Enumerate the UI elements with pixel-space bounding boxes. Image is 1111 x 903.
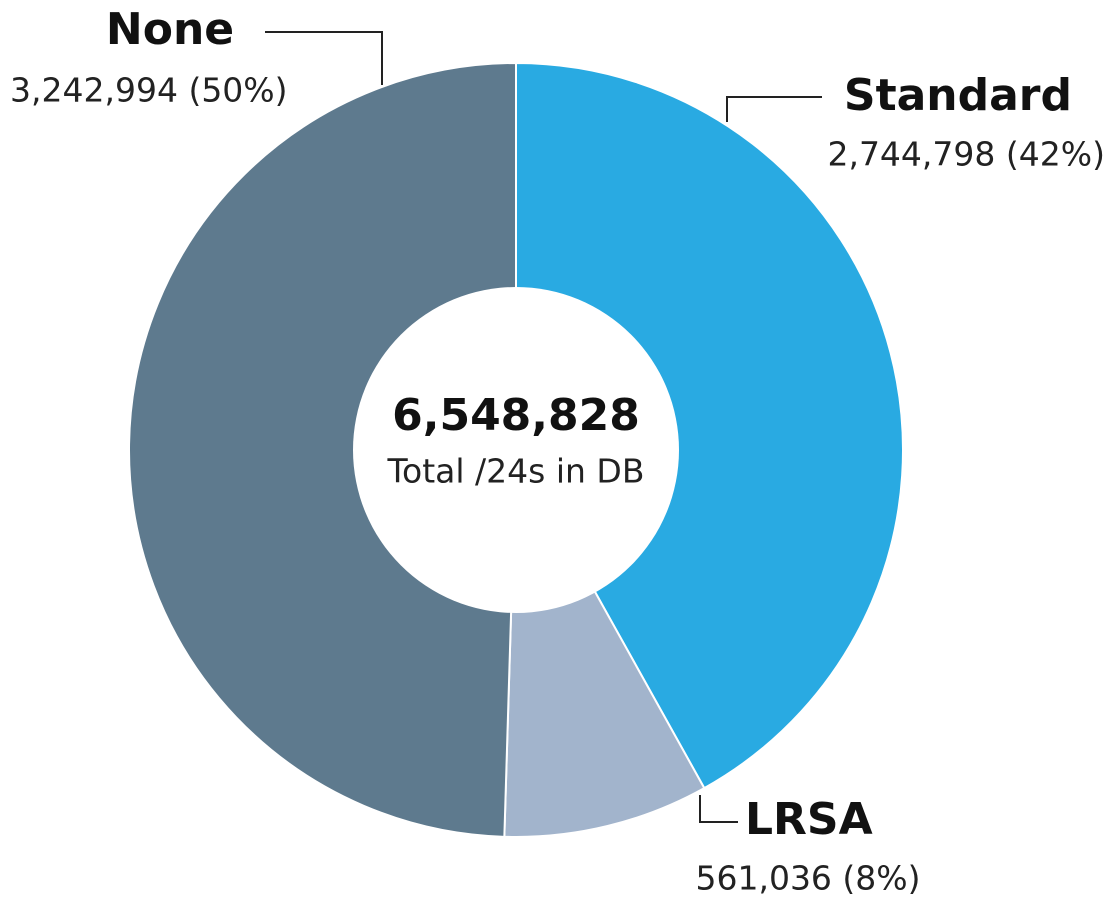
value-label: 2,744,798 (42%) [827, 135, 1105, 174]
slices [128, 61, 904, 838]
slice-name: Standard [844, 70, 1072, 121]
slice-name: None [106, 4, 234, 55]
slice [128, 61, 517, 838]
leader-line [699, 795, 738, 823]
leader-line [265, 31, 383, 85]
leader-line [726, 96, 822, 122]
donut-hole [353, 287, 679, 613]
slice [515, 61, 904, 790]
center-caption: Total /24s in DB [387, 452, 645, 491]
value-label: 3,242,994 (50%) [10, 71, 288, 110]
value-label: 561,036 (8%) [695, 859, 920, 898]
slice-name: LRSA [745, 794, 873, 845]
center-total: 6,548,828 [392, 390, 640, 441]
